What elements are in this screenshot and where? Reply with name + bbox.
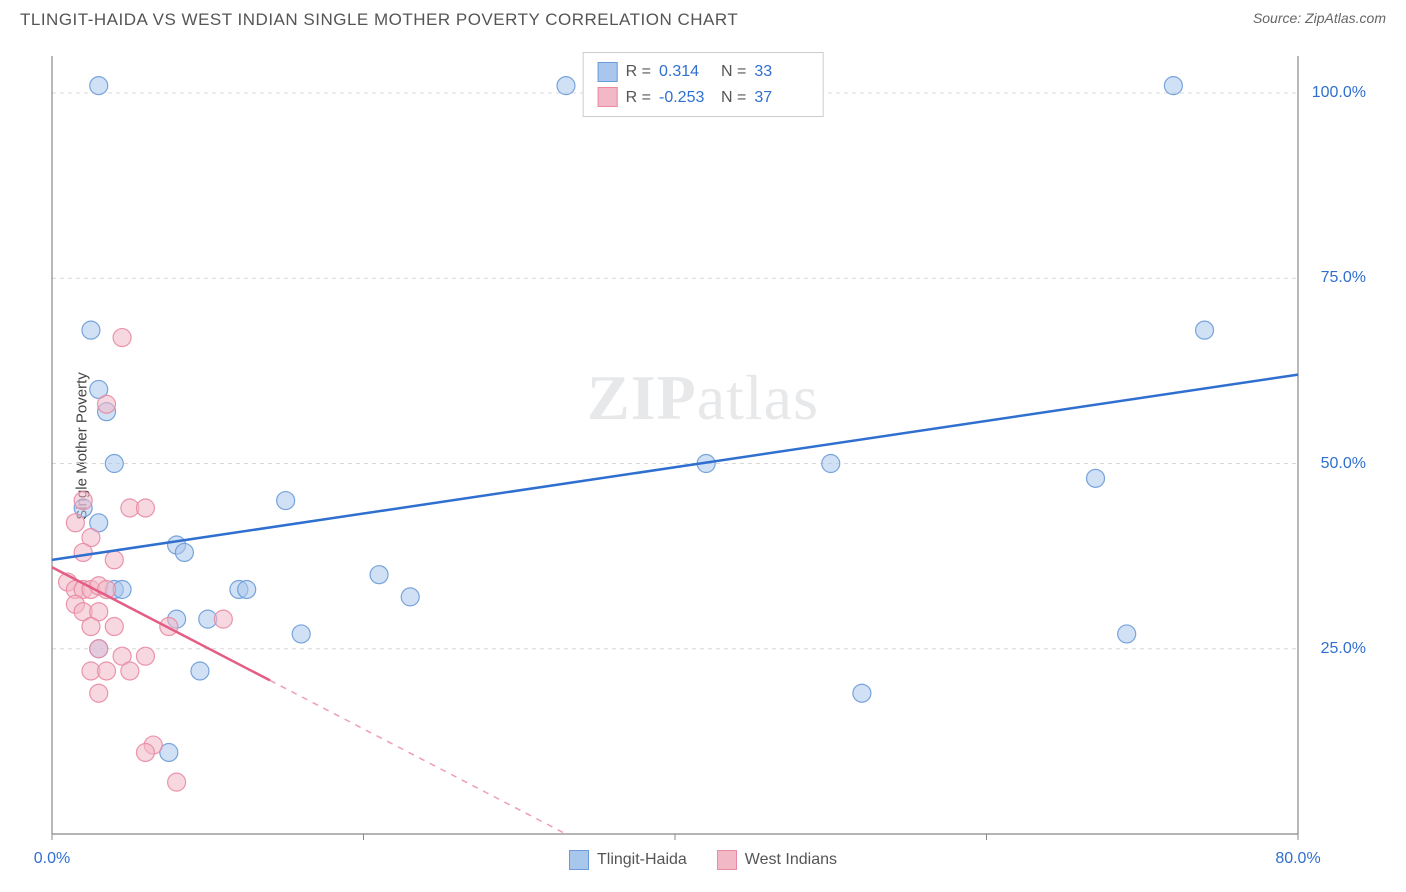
legend-n-value: 37: [754, 85, 808, 111]
legend-correlation: R = 0.314 N = 33 R = -0.253 N = 37: [583, 52, 824, 117]
y-tick-label: 25.0%: [1321, 640, 1366, 658]
legend-n-label: N =: [721, 85, 746, 111]
legend-swatch: [598, 62, 618, 82]
legend-series-label: Tlingit-Haida: [597, 851, 687, 869]
y-tick-label: 75.0%: [1321, 269, 1366, 287]
y-tick-label: 50.0%: [1321, 455, 1366, 473]
legend-swatch: [717, 850, 737, 870]
legend-series-label: West Indians: [745, 851, 837, 869]
chart-header: TLINGIT-HAIDA VS WEST INDIAN SINGLE MOTH…: [0, 0, 1406, 40]
source-attribution: Source: ZipAtlas.com: [1253, 10, 1386, 26]
x-tick-label: 80.0%: [1275, 850, 1320, 868]
legend-r-label: R =: [626, 59, 651, 85]
chart-title: TLINGIT-HAIDA VS WEST INDIAN SINGLE MOTH…: [20, 10, 738, 30]
legend-r-value: -0.253: [659, 85, 713, 111]
x-tick-label: 0.0%: [34, 850, 70, 868]
legend-n-label: N =: [721, 59, 746, 85]
legend-series-item: West Indians: [717, 850, 837, 870]
legend-swatch: [598, 87, 618, 107]
legend-series: Tlingit-Haida West Indians: [569, 850, 837, 870]
legend-correlation-row: R = 0.314 N = 33: [598, 59, 809, 85]
scatter-plot: [48, 50, 1358, 840]
legend-r-value: 0.314: [659, 59, 713, 85]
y-tick-label: 100.0%: [1312, 84, 1366, 102]
legend-correlation-row: R = -0.253 N = 37: [598, 85, 809, 111]
legend-swatch: [569, 850, 589, 870]
chart-area: ZIPatlas R =0.314N =33R =-0.253N =37 Tli…: [48, 50, 1358, 840]
legend-r-label: R =: [626, 85, 651, 111]
legend-n-value: 33: [754, 59, 808, 85]
legend-series-item: Tlingit-Haida: [569, 850, 687, 870]
